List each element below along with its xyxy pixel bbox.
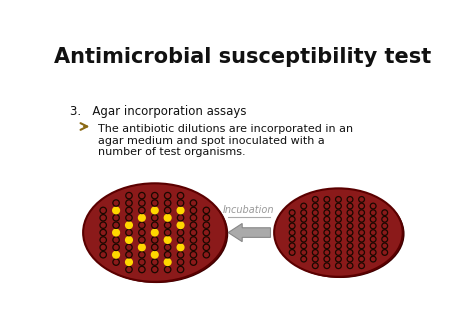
Ellipse shape (164, 237, 171, 243)
Ellipse shape (152, 207, 158, 214)
FancyArrow shape (228, 223, 271, 242)
Text: Antimicrobial susceptibility test: Antimicrobial susceptibility test (55, 47, 431, 67)
Ellipse shape (152, 252, 158, 258)
Ellipse shape (164, 259, 171, 265)
Ellipse shape (113, 229, 119, 236)
Text: The antibiotic dilutions are incorporated in an
agar medium and spot inoculated : The antibiotic dilutions are incorporate… (98, 124, 353, 157)
Circle shape (276, 190, 405, 278)
Ellipse shape (152, 229, 158, 236)
Ellipse shape (138, 244, 145, 251)
Text: Incubation: Incubation (223, 205, 274, 215)
Ellipse shape (113, 207, 119, 214)
Ellipse shape (177, 244, 184, 251)
Text: 3.   Agar incorporation assays: 3. Agar incorporation assays (70, 105, 247, 118)
Circle shape (83, 183, 227, 282)
Ellipse shape (177, 222, 184, 228)
Ellipse shape (126, 222, 132, 228)
Ellipse shape (126, 259, 132, 265)
Circle shape (85, 185, 228, 283)
Ellipse shape (138, 215, 145, 221)
Ellipse shape (177, 207, 184, 214)
Ellipse shape (164, 215, 171, 221)
Ellipse shape (126, 237, 132, 243)
Circle shape (274, 188, 403, 277)
Ellipse shape (113, 252, 119, 258)
